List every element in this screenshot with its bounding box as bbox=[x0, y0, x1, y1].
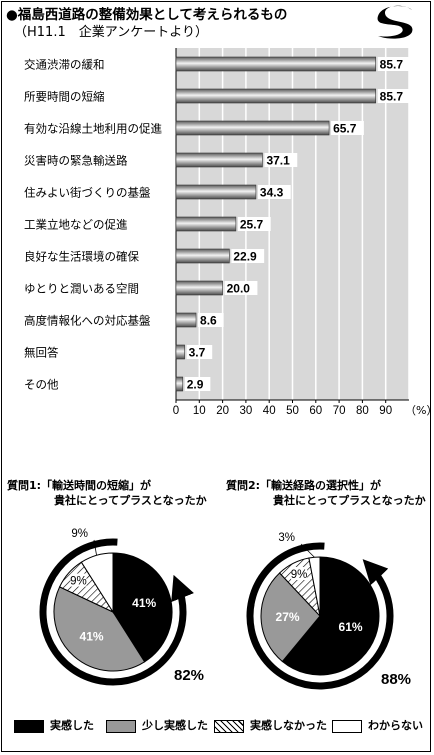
total-arrow bbox=[39, 538, 194, 686]
category-label: 高度情報化への対応基盤 bbox=[24, 314, 151, 328]
value-label: 37.1 bbox=[266, 154, 290, 168]
value-label: 34.3 bbox=[260, 186, 284, 200]
pie1-question-line2: 貴社にとってプラスとなったか bbox=[54, 494, 207, 507]
value-label-bg bbox=[184, 377, 211, 391]
legend-item-wakaranai: わからない bbox=[332, 717, 423, 733]
legend-label: 実感しなかった bbox=[250, 719, 327, 732]
legend-item-shinakatta: 実感しなかった bbox=[214, 717, 327, 733]
category-label: 有効な沿線土地利用の促進 bbox=[24, 122, 162, 136]
value-label-bg bbox=[231, 249, 265, 263]
x-tick-label: 0 bbox=[173, 405, 179, 417]
legend-swatch-black bbox=[14, 719, 44, 733]
x-tick-label: 10 bbox=[193, 405, 206, 417]
legend-label: 実感した bbox=[50, 719, 94, 732]
logo-s-mark-icon bbox=[377, 5, 413, 39]
x-tick-label: 30 bbox=[240, 405, 253, 417]
slice-label-bg bbox=[70, 573, 87, 587]
bar bbox=[175, 216, 237, 232]
bar bbox=[175, 152, 263, 168]
x-tick-label: 60 bbox=[309, 405, 322, 417]
value-label: 22.9 bbox=[233, 250, 257, 264]
x-tick-label: 90 bbox=[379, 405, 392, 417]
value-label-bg bbox=[198, 313, 224, 327]
value-label-bg bbox=[237, 217, 271, 231]
legend: 実感した 少し実感した 実感しなかった わからない bbox=[8, 717, 428, 741]
value-label-bg bbox=[377, 89, 411, 103]
chart-subtitle: （H11.1 企業アンケートより） bbox=[14, 25, 208, 40]
category-label: 良好な生活環境の確保 bbox=[24, 250, 139, 264]
pie1-question: 質問1:「輸送時間の短縮」が 貴社にとってプラスとなったか bbox=[7, 478, 207, 508]
slice-label: 9% bbox=[70, 576, 87, 588]
legend-swatch-gray bbox=[106, 719, 136, 733]
legend-label: 少し実感した bbox=[142, 719, 208, 732]
value-label-bg bbox=[257, 185, 291, 199]
slice-label-bg bbox=[291, 566, 308, 580]
pie-slice bbox=[80, 552, 114, 614]
x-tick-label: 70 bbox=[333, 405, 346, 417]
pie2-question-line1: 質問2:「輸送経路の選択性」が bbox=[226, 479, 382, 492]
bar bbox=[175, 344, 185, 360]
bar bbox=[175, 376, 184, 392]
pie-slice bbox=[281, 556, 380, 676]
x-unit-label: （%） bbox=[405, 404, 434, 417]
value-label-bg bbox=[264, 153, 298, 167]
legend-swatch-white bbox=[332, 719, 362, 733]
category-label: ゆとりと潤いある空間 bbox=[24, 282, 139, 296]
bar bbox=[175, 56, 376, 72]
legend-swatch-hatched bbox=[214, 719, 244, 733]
slice-label: 61% bbox=[339, 620, 363, 634]
category-label: 災害時の緊急輸送路 bbox=[24, 154, 128, 168]
x-tick-label: 40 bbox=[263, 405, 276, 417]
category-label: その他 bbox=[24, 378, 59, 392]
value-label: 3.7 bbox=[189, 346, 206, 360]
value-label: 65.7 bbox=[333, 122, 357, 136]
x-tick-label: 20 bbox=[216, 405, 229, 417]
slice-label: 9% bbox=[71, 528, 88, 540]
pie2-question-line2: 貴社にとってプラスとなったか bbox=[273, 494, 426, 507]
slice-label: 41% bbox=[80, 629, 104, 643]
pie2-question: 質問2:「輸送経路の選択性」が 貴社にとってプラスとなったか bbox=[226, 478, 426, 508]
value-label-bg bbox=[186, 345, 213, 359]
value-label-bg bbox=[331, 121, 364, 135]
x-tick-label: 50 bbox=[286, 405, 299, 417]
slice-label: 27% bbox=[276, 610, 300, 624]
bar bbox=[175, 280, 223, 296]
value-label: 85.7 bbox=[380, 90, 404, 104]
value-label-bg bbox=[224, 281, 258, 295]
bar bbox=[175, 120, 330, 136]
x-tick-label: 80 bbox=[356, 405, 369, 417]
category-label: 工業立地などの促進 bbox=[24, 218, 128, 232]
total-label: 82% bbox=[174, 667, 204, 684]
total-arrow bbox=[246, 542, 394, 690]
slice-label: 3% bbox=[278, 532, 295, 544]
value-label: 2.9 bbox=[187, 378, 204, 392]
slice-label: 41% bbox=[132, 596, 156, 610]
value-label-bg bbox=[377, 57, 411, 71]
category-label: 交通渋滞の緩和 bbox=[24, 58, 105, 72]
pie-slice bbox=[260, 572, 321, 663]
pie1-question-line1: 質問1:「輸送時間の短縮」が bbox=[7, 479, 152, 492]
bar bbox=[175, 184, 257, 200]
category-label: 所要時間の短縮 bbox=[24, 90, 105, 104]
category-label: 住みよい街づくりの基盤 bbox=[24, 186, 151, 200]
chart-title: ●福島西道路の整備効果として考えられるもの bbox=[6, 7, 288, 23]
value-label: 8.6 bbox=[200, 314, 217, 328]
legend-item-sukoshi: 少し実感した bbox=[106, 717, 208, 733]
bar bbox=[175, 88, 376, 104]
bar bbox=[175, 312, 197, 328]
legend-item-jikkan: 実感した bbox=[14, 717, 94, 733]
value-label: 20.0 bbox=[227, 282, 251, 296]
legend-label: わからない bbox=[368, 719, 423, 732]
category-label: 無回答 bbox=[24, 346, 59, 360]
slice-label: 9% bbox=[291, 569, 308, 581]
value-label: 25.7 bbox=[240, 218, 264, 232]
bar bbox=[175, 248, 230, 264]
total-label: 88% bbox=[381, 671, 411, 688]
value-label: 85.7 bbox=[380, 58, 404, 72]
pie-slice bbox=[53, 586, 146, 672]
